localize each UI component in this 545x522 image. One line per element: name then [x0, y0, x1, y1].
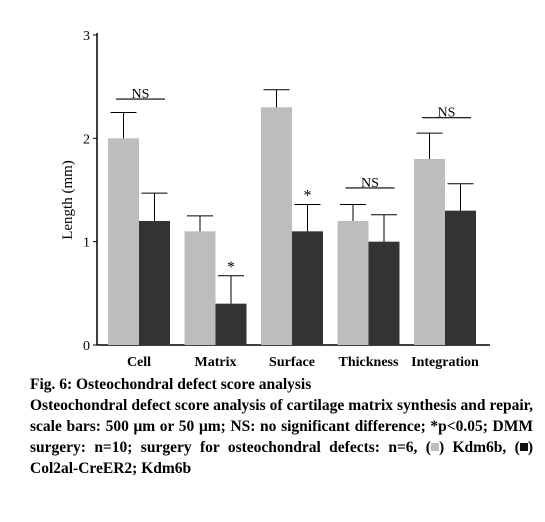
- y-tick-label: 3: [83, 29, 90, 44]
- x-tick-label-matrix: Matrix: [195, 355, 237, 370]
- caption-text: Osteochondral defect score analysis of c…: [30, 397, 533, 456]
- bars: [108, 107, 476, 345]
- bar-matrix-1: [184, 231, 216, 345]
- bar-thickness-2: [368, 241, 400, 345]
- legend-dark-swatch: [519, 443, 528, 451]
- bar-surface-2: [292, 231, 323, 345]
- x-tick-label-integration: Integration: [411, 355, 479, 370]
- legend-gray-swatch: [430, 443, 439, 451]
- y-tick-label: 0: [83, 339, 90, 354]
- legend-gray-label: ) Kdm6b, (: [438, 439, 520, 456]
- bar-cell-1: [108, 138, 139, 345]
- significance-annotations: NS * * NS NS: [116, 87, 471, 276]
- x-tick-labels: Cell Matrix Surface Thickness Integration: [127, 355, 479, 370]
- bar-integration-2: [445, 210, 476, 345]
- significance-star: *: [304, 187, 312, 204]
- bar-thickness-1: [337, 221, 369, 345]
- ns-label: NS: [438, 106, 456, 121]
- x-tick-label-surface: Surface: [269, 355, 315, 370]
- x-tick-label-thickness: Thickness: [339, 355, 399, 370]
- bar-chart: 0 1 2 3 Length (mm) NS * * NS NS Cell Matrix Surf…: [60, 29, 490, 370]
- bar-matrix-2: [215, 303, 247, 345]
- bar-cell-2: [139, 221, 170, 345]
- ns-label: NS: [361, 176, 379, 191]
- ns-label: NS: [132, 87, 150, 102]
- caption-body: Osteochondral defect score analysis of c…: [30, 395, 533, 479]
- y-tick-label: 1: [83, 236, 90, 251]
- y-axis-label: Length (mm): [60, 160, 76, 240]
- error-bars: [110, 89, 474, 304]
- x-tick-label-cell: Cell: [127, 355, 151, 370]
- y-tick-label: 2: [83, 132, 90, 147]
- bar-integration-1: [414, 159, 445, 345]
- caption-title: Fig. 6: Osteochondral defect score analy…: [30, 376, 312, 393]
- legend-dark-label: ) Col2al-CreER2; Kdm6b: [30, 439, 533, 477]
- figure-caption: Fig. 6: Osteochondral defect score analy…: [30, 374, 533, 479]
- significance-star: *: [227, 259, 235, 276]
- bar-surface-1: [261, 107, 292, 345]
